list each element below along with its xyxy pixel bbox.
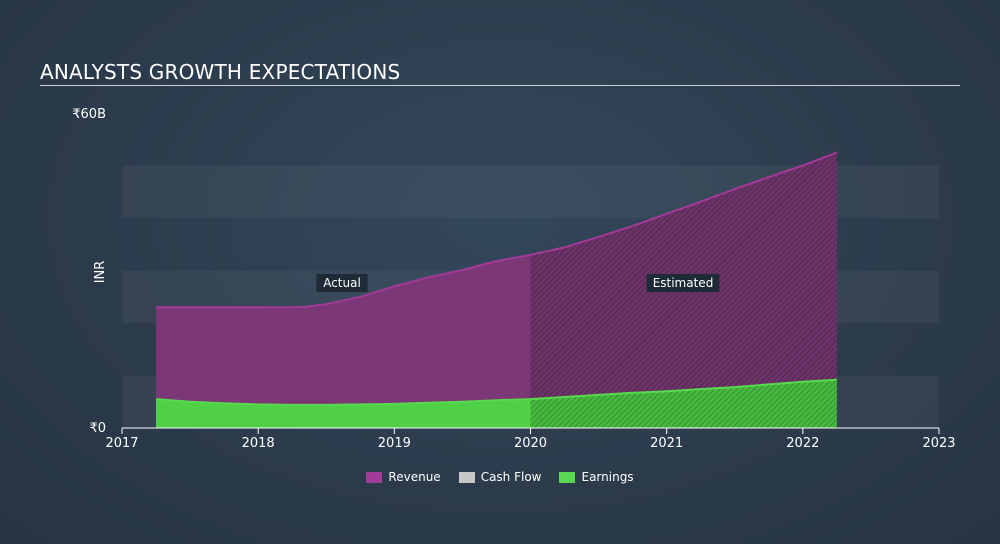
x-tick-label: 2020 xyxy=(514,436,547,451)
x-tick-label: 2018 xyxy=(242,436,275,451)
revenue-line-actual xyxy=(156,253,531,309)
legend-label-earnings: Earnings xyxy=(581,470,634,484)
earnings-line-estimated xyxy=(530,378,837,401)
earnings-hatch-estimated xyxy=(530,379,837,428)
title-divider xyxy=(40,85,960,86)
x-tick-label: 2022 xyxy=(786,436,819,451)
legend-item-cash-flow[interactable]: Cash Flow xyxy=(458,470,542,484)
y-tick-label: ₹60B xyxy=(72,107,106,122)
axes: 2017 2018 2019 2020 2021 2022 2023 ₹60B ₹0 INR xyxy=(72,107,955,451)
legend-swatch-cash-flow xyxy=(458,471,475,483)
actual-label-bg xyxy=(316,274,368,292)
revenue-line-estimated xyxy=(530,151,838,256)
annotations: Actual Estimated xyxy=(316,274,720,292)
earnings-area-actual xyxy=(156,399,531,428)
revenue-area-actual xyxy=(156,254,531,428)
legend-swatch-revenue xyxy=(366,471,383,483)
x-tick-label: 2021 xyxy=(650,436,683,451)
y-axis-label: INR xyxy=(93,261,108,284)
x-tick-label: 2023 xyxy=(922,436,955,451)
legend-item-revenue[interactable]: Revenue xyxy=(366,470,441,484)
chart-title: ANALYSTS GROWTH EXPECTATIONS xyxy=(40,60,401,84)
legend-label-revenue: Revenue xyxy=(388,470,441,484)
y-tick-label: ₹0 xyxy=(89,421,106,436)
estimated-label-bg xyxy=(646,274,720,292)
legend-item-earnings[interactable]: Earnings xyxy=(559,470,634,484)
actual-label: Actual xyxy=(323,276,361,290)
legend-swatch-earnings xyxy=(559,471,576,483)
x-tick-label: 2017 xyxy=(105,436,138,451)
legend-label-cash-flow: Cash Flow xyxy=(480,470,542,484)
earnings-line-actual xyxy=(155,398,531,406)
legend: Revenue Cash Flow Earnings xyxy=(0,470,1000,484)
estimated-label: Estimated xyxy=(653,276,714,290)
x-tick-label: 2019 xyxy=(378,436,411,451)
